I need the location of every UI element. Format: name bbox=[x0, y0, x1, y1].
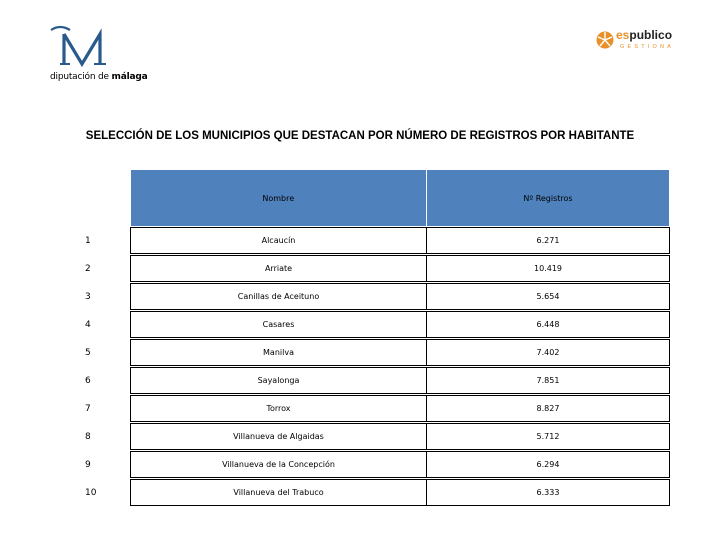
registros-value: 6.294 bbox=[426, 451, 670, 478]
row-index: 8 bbox=[85, 431, 91, 442]
table-row: 2 Arriate 10.419 bbox=[70, 255, 670, 282]
registros-value: 5.654 bbox=[426, 283, 670, 310]
registros-value: 6.448 bbox=[426, 311, 670, 338]
table-row: 6 Sayalonga 7.851 bbox=[70, 367, 670, 394]
municipality-name: Casares bbox=[130, 311, 427, 338]
municipality-name: Sayalonga bbox=[130, 367, 427, 394]
municipality-name: Alcaucín bbox=[130, 227, 427, 254]
table-row: 8 Villanueva de Algaidas 5.712 bbox=[70, 423, 670, 450]
row-index: 6 bbox=[85, 375, 91, 386]
name-column-header: Nombre bbox=[130, 170, 427, 226]
row-index: 4 bbox=[85, 319, 91, 330]
page-title: SELECCIÓN DE LOS MUNICIPIOS QUE DESTACAN… bbox=[85, 130, 635, 142]
row-index: 3 bbox=[85, 291, 91, 302]
diputacion-malaga-logo: diputación de málaga bbox=[48, 24, 148, 84]
row-index: 9 bbox=[85, 459, 91, 470]
registros-column-header: Nº Registros bbox=[426, 170, 670, 226]
espublico-logo: espublico GESTIONA bbox=[596, 28, 696, 52]
table-row: 9 Villanueva de la Concepción 6.294 bbox=[70, 451, 670, 478]
table-row: 5 Manilva 7.402 bbox=[70, 339, 670, 366]
table-row: 1 Alcaucín 6.271 bbox=[70, 227, 670, 254]
table-row: 4 Casares 6.448 bbox=[70, 311, 670, 338]
brand-name: diputación de málaga bbox=[50, 72, 148, 82]
row-index: 7 bbox=[85, 403, 91, 414]
m-monogram-icon bbox=[50, 25, 106, 68]
row-index: 10 bbox=[85, 487, 97, 498]
municipality-name: Arriate bbox=[130, 255, 427, 282]
registros-value: 5.712 bbox=[426, 423, 670, 450]
row-index: 2 bbox=[85, 263, 91, 274]
municipality-name: Villanueva de la Concepción bbox=[130, 451, 427, 478]
row-index: 5 bbox=[85, 347, 91, 358]
registros-value: 8.827 bbox=[426, 395, 670, 422]
municipality-name: Villanueva del Trabuco bbox=[130, 479, 427, 506]
sun-circle-icon bbox=[596, 31, 614, 49]
registros-value: 7.402 bbox=[426, 339, 670, 366]
municipality-name: Manilva bbox=[130, 339, 427, 366]
registros-value: 7.851 bbox=[426, 367, 670, 394]
row-index: 1 bbox=[85, 235, 91, 246]
table-row: 3 Canillas de Aceituno 5.654 bbox=[70, 283, 670, 310]
table-row: 10 Villanueva del Trabuco 6.333 bbox=[70, 479, 670, 506]
registros-value: 6.271 bbox=[426, 227, 670, 254]
registros-value: 6.333 bbox=[426, 479, 670, 506]
gestiona-subtitle: GESTIONA bbox=[620, 44, 675, 50]
table-row: 7 Torrox 8.827 bbox=[70, 395, 670, 422]
municipality-name: Canillas de Aceituno bbox=[130, 283, 427, 310]
municipality-name: Villanueva de Algaidas bbox=[130, 423, 427, 450]
index-header bbox=[70, 170, 131, 226]
municipalities-table: Nombre Nº Registros 1 Alcaucín 6.271 2 Arria… bbox=[70, 170, 670, 506]
municipality-name: Torrox bbox=[130, 395, 427, 422]
espublico-wordmark: espublico bbox=[616, 28, 673, 42]
registros-value: 10.419 bbox=[426, 255, 670, 282]
